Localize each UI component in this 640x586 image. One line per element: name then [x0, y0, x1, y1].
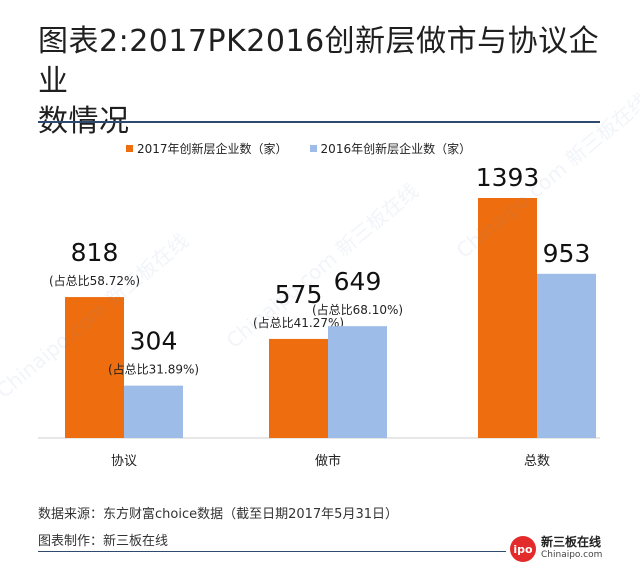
x-tick-label: 协议 [111, 454, 137, 469]
brand-logo: ipo 新三板在线 Chinaipo.com [510, 536, 602, 562]
legend-item-2016: 2016年创新层企业数（家） [309, 140, 472, 157]
data-label-percent: (占总比41.27%) [253, 315, 344, 330]
brand-name: 新三板在线 [541, 535, 602, 549]
data-label-value: 953 [543, 239, 591, 268]
brand-url: Chinaipo.com [541, 550, 603, 560]
data-label-value: 649 [334, 267, 382, 296]
legend-swatch-2017 [126, 145, 133, 152]
bar-2016 [124, 385, 183, 438]
title-divider [38, 121, 600, 123]
data-label-percent: (占总比31.89%) [108, 362, 199, 377]
bar-2016 [537, 273, 596, 438]
footer-divider [38, 551, 506, 552]
x-tick-label: 总数 [524, 454, 550, 469]
data-label-value: 818 [71, 238, 119, 267]
data-label-value: 1393 [476, 163, 540, 192]
data-source-note: 数据来源：东方财富choice数据（截至日期2017年5月31日） [38, 507, 398, 522]
data-label-value: 304 [130, 327, 178, 356]
legend-label-2017: 2017年创新层企业数（家） [137, 142, 288, 156]
ipo-logo-icon: ipo [510, 536, 536, 562]
chart-credit-note: 图表制作：新三板在线 [38, 534, 169, 549]
legend-item-2017: 2017年创新层企业数（家） [126, 140, 288, 157]
legend-swatch-2016 [309, 145, 317, 152]
bar-2016 [328, 326, 387, 438]
bar-2017 [269, 338, 328, 438]
data-label-percent: (占总比68.10%) [312, 302, 403, 317]
data-label-value: 575 [275, 280, 323, 309]
chart-legend: 2017年创新层企业数（家） 2016年创新层企业数（家） [126, 140, 493, 157]
brand-logo-text: 新三板在线 Chinaipo.com [541, 536, 602, 562]
legend-label-2016: 2016年创新层企业数（家） [320, 142, 472, 156]
data-label-percent: (占总比58.72%) [49, 273, 140, 288]
x-tick-label: 做市 [315, 453, 341, 469]
chart-title-line-1: 图表2:2017PK2016创新层做市与协议企业 [38, 24, 600, 99]
bar-2017 [65, 297, 124, 438]
bar-2017 [478, 198, 537, 438]
